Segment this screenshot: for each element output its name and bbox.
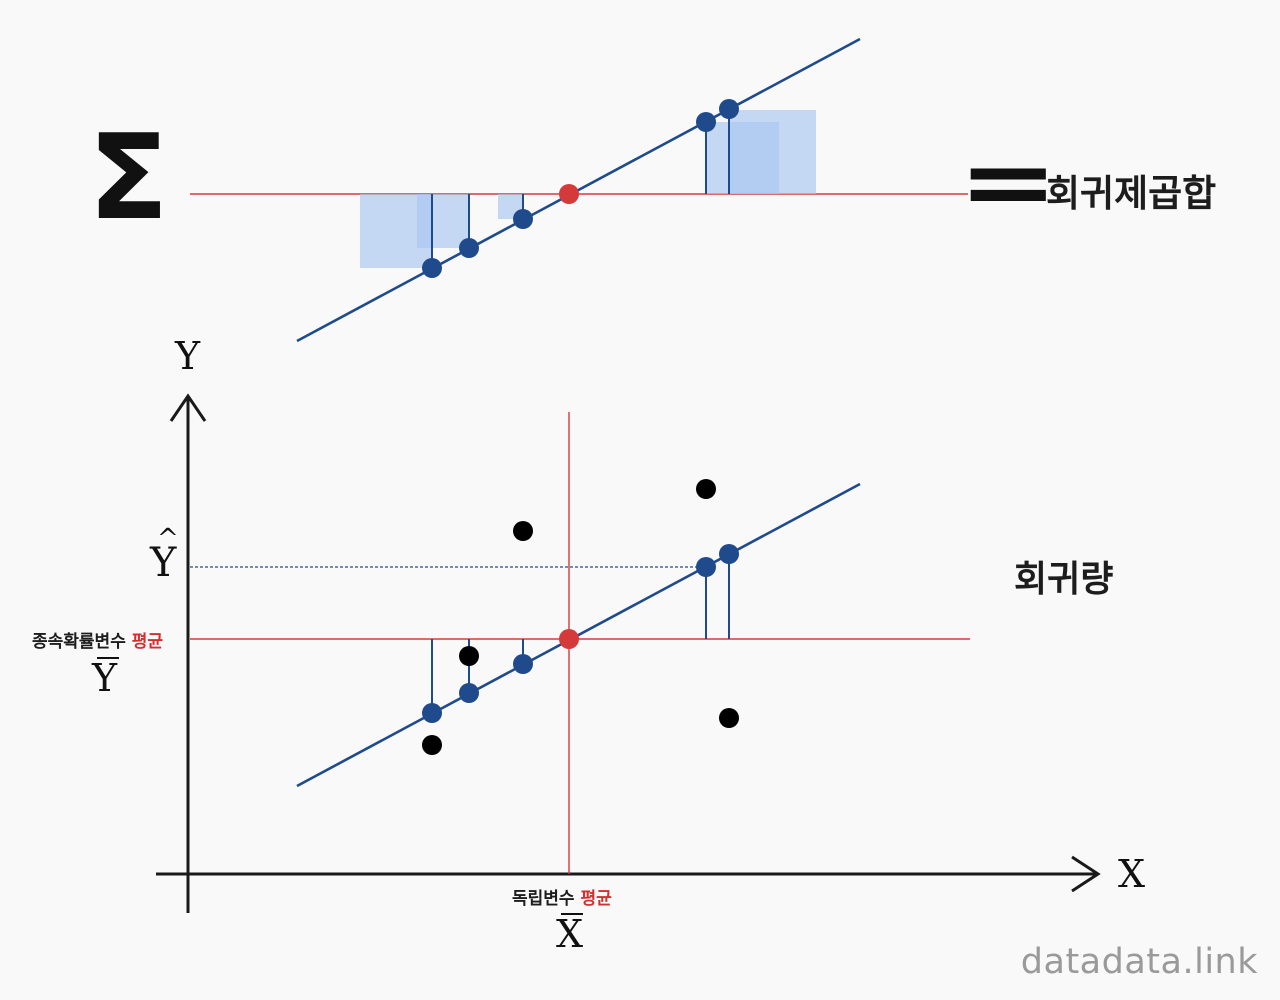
top-fitted-point: [719, 99, 739, 119]
independent-mean-text: 독립변수: [512, 889, 581, 909]
observed-point: [719, 708, 739, 728]
top-fitted-point: [513, 209, 533, 229]
mean-point: [559, 629, 579, 649]
square-2: [417, 194, 470, 248]
x-axis-arrowhead: [1071, 855, 1101, 893]
sigma-symbol: Σ: [88, 108, 169, 246]
top-fitted-point: [459, 238, 479, 258]
square-5: [730, 110, 816, 194]
fitted-point: [513, 654, 533, 674]
x-axis-label: X: [1118, 852, 1146, 896]
x-bar-overline: [561, 913, 583, 915]
observed-point: [459, 646, 479, 666]
fitted-point: [719, 544, 739, 564]
top-mean-point: [559, 184, 579, 204]
regression-label: 회귀량: [1014, 559, 1114, 600]
y-bar-label: Y: [92, 656, 118, 700]
equals-sign: =: [958, 126, 1059, 238]
y-axis-arrowhead: [169, 393, 207, 422]
ssr-label: 회귀제곱합: [1046, 172, 1217, 215]
y-bar-overline: [97, 657, 119, 659]
observed-point: [422, 735, 442, 755]
dependent-mean-accent: 평균: [131, 632, 164, 652]
x-bar-label: X: [556, 912, 584, 956]
regression-line: [296, 482, 861, 788]
independent-mean-caption: 독립변수 평균: [512, 884, 612, 909]
top-fitted-point: [422, 258, 442, 278]
bottom-panel: [156, 393, 1101, 913]
observed-point: [696, 479, 716, 499]
fitted-point: [422, 703, 442, 723]
independent-mean-accent: 평균: [580, 889, 612, 909]
y-axis-label: Y: [175, 334, 201, 378]
dependent-mean-caption: 종속확률변수 평균: [32, 627, 163, 652]
fitted-point: [459, 683, 479, 703]
top-panel: [190, 37, 968, 343]
y-hat-label: Y: [150, 540, 177, 586]
dependent-mean-text: 종속확률변수: [32, 632, 132, 652]
fitted-point: [696, 557, 716, 577]
top-regression-line: [296, 37, 861, 343]
y-hat-accent: ^: [157, 524, 179, 554]
observed-point: [513, 521, 533, 541]
watermark: datadata.link: [1020, 942, 1258, 982]
top-fitted-point: [696, 112, 716, 132]
